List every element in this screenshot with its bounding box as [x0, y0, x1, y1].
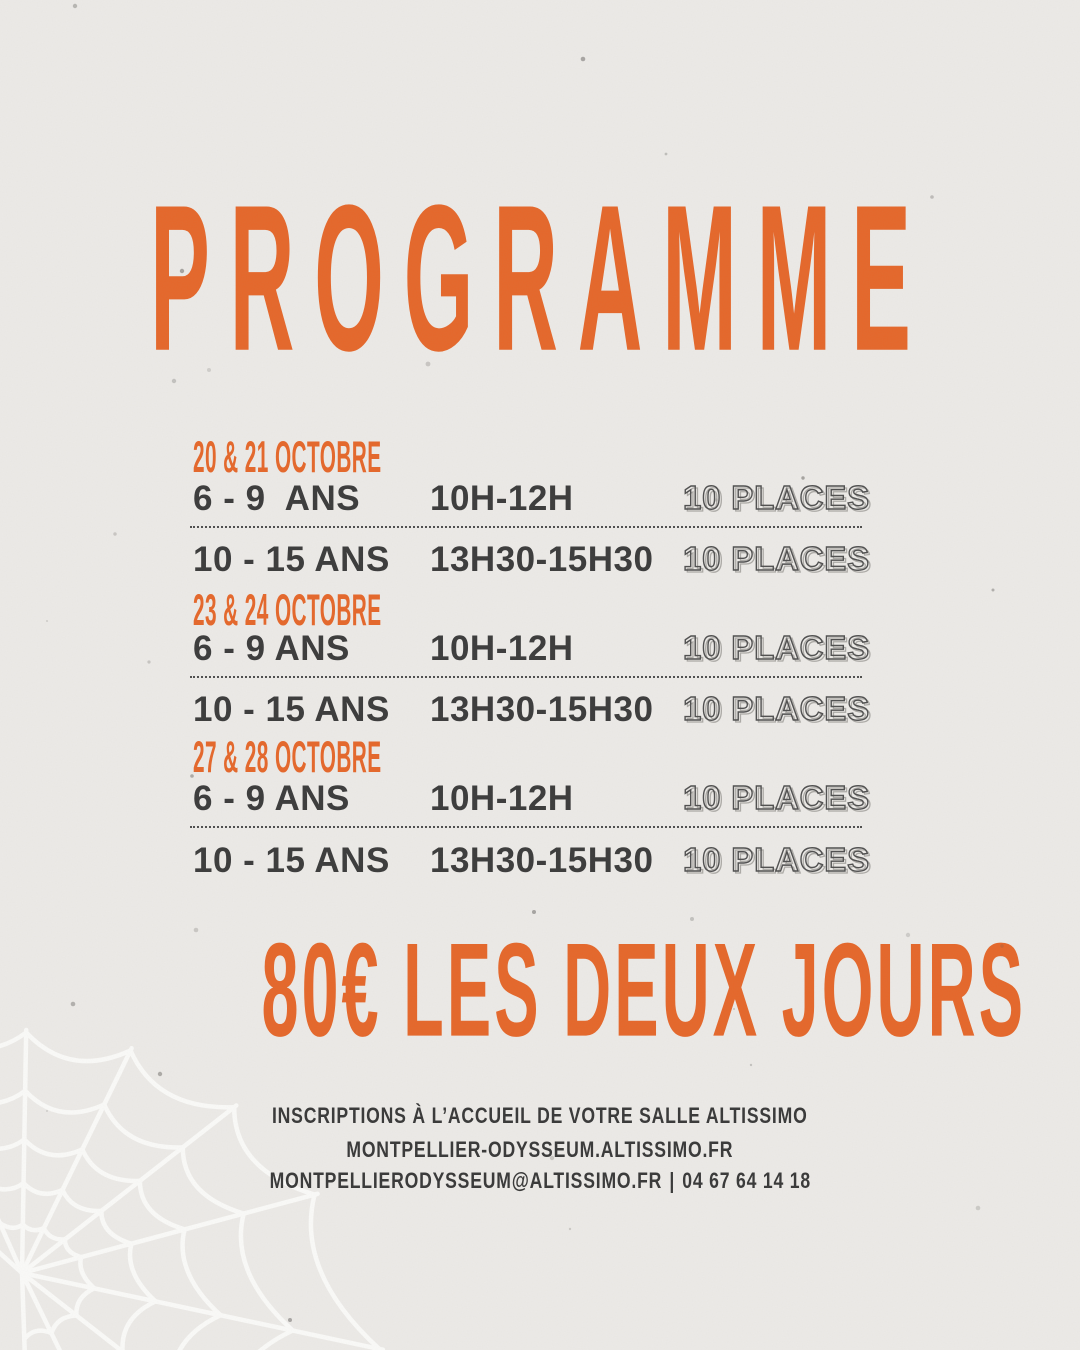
time-slot-label: 13H30-15H30 — [430, 690, 654, 729]
dotted-divider — [190, 526, 862, 528]
website-url: MONTPELLIER-ODYSSEUM.ALTISSIMO.FR — [346, 1137, 734, 1162]
footer-inscriptions: INSCRIPTIONS À L’ACCUEIL DE VOTRE SALLE … — [272, 1103, 808, 1128]
schedule-row: 6 - 9 ANS 10H-12H 10 PLACES — [0, 479, 1080, 521]
section-date-3: 27 & 28 OCTOBRE — [193, 731, 382, 782]
schedule-row: 10 - 15 ANS 13H30-15H30 10 PLACES — [0, 690, 1080, 732]
footer-contact: MONTPELLIERODYSSEUM@ALTISSIMO.FR | 04 67 6… — [0, 1170, 1080, 1192]
age-group-label: 6 - 9 ANS — [193, 629, 350, 668]
time-slot-label: 10H-12H — [430, 629, 574, 668]
age-group-label: 6 - 9 ANS — [193, 779, 350, 818]
time-slot-label: 10H-12H — [430, 479, 574, 518]
age-group-label: 10 - 15 ANS — [193, 540, 390, 579]
dotted-divider — [190, 676, 862, 678]
price-text: 80€ LES DEUX JOURS — [261, 915, 1027, 1065]
dotted-divider — [190, 826, 862, 828]
places-count-label: 10 PLACES — [682, 691, 872, 727]
footer-website: MONTPELLIER-ODYSSEUM.ALTISSIMO.FR — [0, 1139, 1080, 1161]
phone-number: 04 67 64 14 18 — [681, 1168, 811, 1193]
email-address: MONTPELLIERODYSSEUM@ALTISSIMO.FR — [269, 1168, 662, 1193]
price-line: 80€ LES DEUX JOURS — [104, 923, 1080, 1056]
age-group-label: 6 - 9 ANS — [193, 479, 361, 518]
places-count-label: 10 PLACES — [682, 541, 872, 577]
footer-separator: | — [669, 1168, 675, 1193]
schedule-row: 6 - 9 ANS 10H-12H 10 PLACES — [0, 629, 1080, 671]
schedule-row: 10 - 15 ANS 13H30-15H30 10 PLACES — [0, 540, 1080, 582]
schedule-row: 6 - 9 ANS 10H-12H 10 PLACES — [0, 779, 1080, 821]
section-date-1: 20 & 21 OCTOBRE — [193, 431, 382, 482]
time-slot-label: 10H-12H — [430, 779, 574, 818]
age-group-label: 10 - 15 ANS — [193, 690, 390, 729]
places-count-label: 10 PLACES — [682, 480, 872, 516]
time-slot-label: 13H30-15H30 — [430, 540, 654, 579]
schedule-row: 10 - 15 ANS 13H30-15H30 10 PLACES — [0, 841, 1080, 883]
places-count-label: 10 PLACES — [682, 842, 872, 878]
section-date-2: 23 & 24 OCTOBRE — [193, 584, 382, 635]
page-title: PROGRAMME — [0, 175, 1080, 383]
places-count-label: 10 PLACES — [682, 780, 872, 816]
page-title-text: PROGRAMME — [149, 163, 931, 396]
age-group-label: 10 - 15 ANS — [193, 841, 390, 880]
places-count-label: 10 PLACES — [682, 630, 872, 666]
time-slot-label: 13H30-15H30 — [430, 841, 654, 880]
